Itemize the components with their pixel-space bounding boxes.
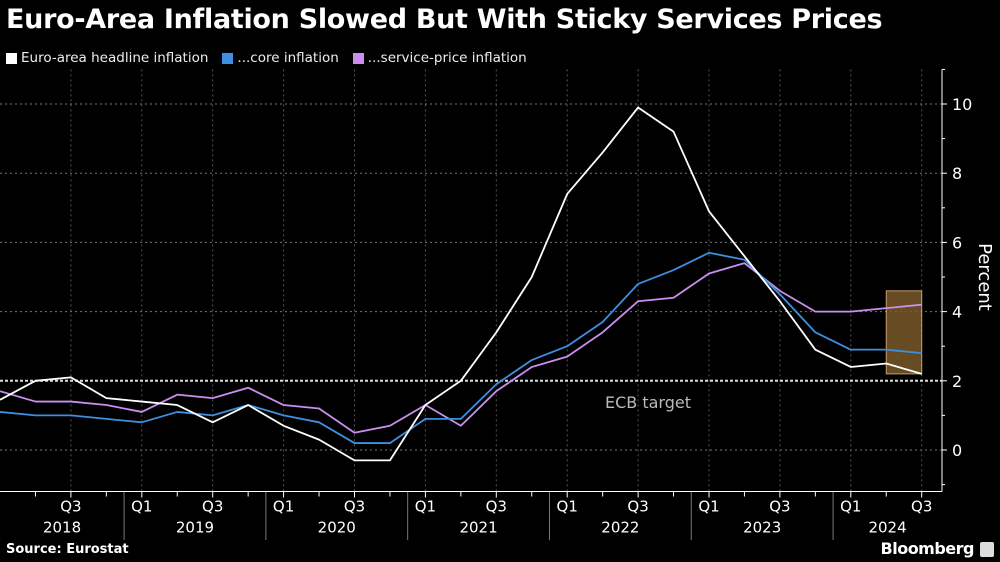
x-quarter-label: Q3 (202, 498, 223, 516)
bloomberg-logo: Bloomberg (880, 539, 975, 558)
legend-item-headline: Euro-area headline inflation (6, 50, 208, 66)
chart-title: Euro-Area Inflation Slowed But With Stic… (6, 4, 883, 35)
source-note: Source: Eurostat (6, 542, 129, 557)
x-year-label: 2024 (868, 519, 906, 537)
legend-item-core: ...core inflation (222, 50, 339, 66)
x-quarter-label: Q1 (557, 498, 578, 516)
legend-label: Euro-area headline inflation (21, 50, 209, 66)
x-quarter-label: Q1 (840, 498, 861, 516)
x-quarter-label: Q1 (131, 498, 152, 516)
legend-swatch (222, 52, 234, 64)
highlight-box (885, 290, 923, 375)
x-quarter-label: Q1 (273, 498, 294, 516)
x-year-label: 2019 (176, 519, 214, 537)
y-tick-label: 4 (952, 303, 962, 322)
bloomberg-icon (980, 542, 994, 557)
legend-item-services: ...service-price inflation (352, 50, 527, 66)
legend-label: ...core inflation (237, 50, 339, 66)
y-tick-label: 10 (952, 95, 972, 114)
chart-area: 0 2 4 6 8 10 Q3 Q1 Q3 Q1 Q3 Q1 Q3 Q1 Q3 Q1 Q3 Q1 Q3 2018 201… (0, 68, 995, 540)
x-quarter-label: Q3 (769, 498, 790, 516)
y-tick-label: 6 (952, 233, 962, 252)
x-quarter-label: Q3 (486, 498, 507, 516)
y-axis-label: Percent (974, 243, 995, 311)
legend-swatch (6, 52, 17, 64)
x-quarter-label: Q1 (698, 498, 719, 516)
x-year-label: 2020 (318, 519, 356, 537)
series-line-headline (0, 106, 922, 462)
legend: Euro-area headline inflation ...core inf… (6, 50, 527, 66)
x-year-label: 2021 (459, 519, 497, 537)
x-quarter-label: Q3 (344, 498, 365, 516)
legend-swatch (352, 52, 364, 64)
legend-label: ...service-price inflation (367, 50, 527, 66)
x-year-label: 2022 (601, 519, 639, 537)
x-quarter-label: Q1 (415, 498, 436, 516)
y-tick-label: 2 (952, 372, 962, 391)
y-tick-label: 0 (952, 441, 962, 460)
series-line-core (0, 251, 922, 444)
series-line-services (0, 262, 922, 434)
y-tick-label: 8 (952, 164, 962, 183)
x-quarter-label: Q3 (627, 498, 648, 516)
x-year-label: 2018 (43, 519, 81, 537)
ecb-target-label: ECB target (605, 393, 691, 412)
x-quarter-label: Q3 (911, 498, 932, 516)
x-quarter-label: Q3 (60, 498, 81, 516)
x-year-label: 2023 (743, 519, 781, 537)
